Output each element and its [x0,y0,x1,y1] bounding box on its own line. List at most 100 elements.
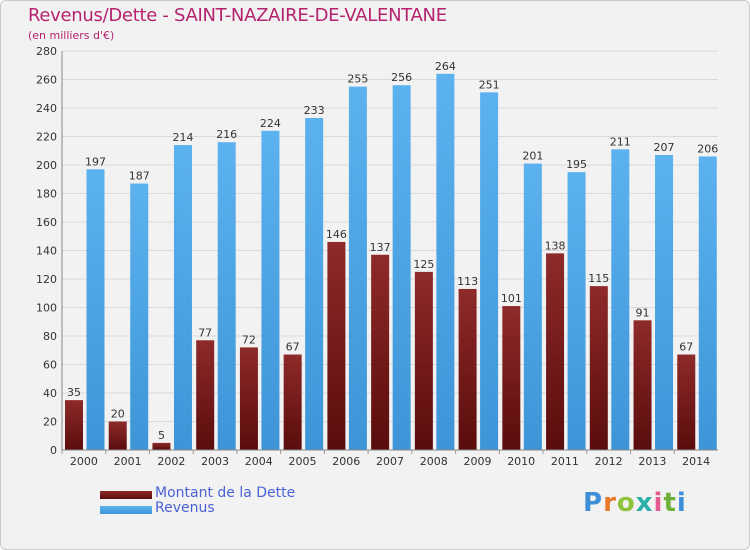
bar-revenus [392,85,411,450]
y-tick-label: 120 [36,273,57,286]
data-label-dette: 91 [636,306,650,319]
data-label-dette: 113 [457,275,478,288]
logo-letter: r [603,488,617,518]
bar-revenus [480,92,499,450]
proxiti-logo: Proxiti [583,488,687,518]
x-tick-label: 2003 [201,455,229,468]
bar-revenus [698,156,717,450]
bar-dette [108,421,127,450]
data-label-revenus: 255 [347,73,368,86]
bar-revenus [655,155,674,450]
y-tick-label: 260 [36,74,57,87]
legend-swatch-dette [100,491,152,499]
data-label-dette: 35 [67,386,81,399]
data-label-dette: 77 [198,326,212,339]
data-label-revenus: 256 [391,71,412,84]
bar-dette [152,442,171,450]
logo-letter: P [583,488,604,518]
bar-revenus [567,172,586,450]
legend-label-dette: Montant de la Dette [155,485,296,501]
data-label-revenus: 187 [129,170,150,183]
y-tick-label: 100 [36,302,57,315]
x-tick-label: 2009 [463,455,491,468]
data-label-dette: 101 [501,292,522,305]
bar-revenus [261,130,280,451]
logo-letter: i [676,488,687,518]
x-tick-label: 2012 [595,455,623,468]
bar-revenus [173,145,192,451]
x-tick-label: 2011 [551,455,579,468]
bar-revenus [305,117,324,450]
y-tick-label: 220 [36,131,57,144]
y-tick-label: 140 [36,245,57,258]
y-tick-label: 240 [36,102,57,115]
bar-revenus [436,73,455,451]
x-tick-label: 2013 [638,455,666,468]
data-label-revenus: 206 [697,142,718,155]
data-label-dette: 146 [326,228,347,241]
bar-dette [239,347,258,450]
x-tick-label: 2010 [507,455,535,468]
bar-dette [327,241,346,450]
legend-label-revenus: Revenus [155,500,215,516]
data-label-dette: 5 [158,429,165,442]
x-tick-label: 2002 [157,455,185,468]
bar-dette [65,400,83,450]
x-tick-label: 2005 [289,455,317,468]
x-tick-label: 2004 [245,455,273,468]
bar-revenus [130,183,149,450]
data-label-revenus: 233 [304,104,325,117]
bar-dette [371,254,390,450]
bar-dette [546,253,565,450]
y-tick-label: 180 [36,188,57,201]
data-label-dette: 20 [111,408,125,421]
bar-revenus [348,86,367,450]
y-tick-label: 160 [36,216,57,229]
x-tick-label: 2001 [114,455,142,468]
data-label-revenus: 211 [610,135,631,148]
logo-letter: o [616,488,636,518]
data-label-dette: 115 [588,272,609,285]
bar-dette [283,354,302,450]
bar-dette [633,320,652,450]
data-label-revenus: 216 [216,128,237,141]
data-label-revenus: 201 [522,150,543,163]
data-label-dette: 72 [242,333,256,346]
data-label-revenus: 224 [260,117,281,130]
bar-dette [677,354,696,450]
y-tick-label: 60 [43,359,57,372]
data-label-revenus: 214 [172,131,193,144]
bar-dette [458,288,477,450]
data-label-revenus: 251 [479,78,500,91]
bar-dette [502,306,521,450]
x-tick-label: 2006 [332,455,360,468]
y-tick-label: 20 [43,416,57,429]
data-label-dette: 137 [370,241,391,254]
legend-swatch-revenus [100,506,152,514]
logo-letter: t [663,488,677,518]
data-label-dette: 67 [286,341,300,354]
logo-letter: x [635,488,654,518]
data-label-dette: 67 [679,341,693,354]
bar-dette [589,286,608,450]
bar-dette [196,340,215,450]
y-tick-label: 40 [43,387,57,400]
chart-subtitle: (en milliers d'€) [28,29,115,42]
chart-title: Revenus/Dette - SAINT-NAZAIRE-DE-VALENTA… [28,5,447,26]
data-label-dette: 138 [545,239,566,252]
y-tick-label: 80 [43,330,57,343]
x-tick-label: 2000 [70,455,98,468]
logo-letter: i [653,488,664,518]
bar-revenus [86,169,105,450]
bar-dette [414,271,433,450]
x-tick-label: 2008 [420,455,448,468]
data-label-revenus: 197 [85,155,106,168]
y-tick-label: 0 [50,444,57,457]
data-label-revenus: 207 [654,141,675,154]
x-tick-label: 2014 [682,455,710,468]
bar-revenus [217,142,236,450]
data-label-dette: 125 [413,258,434,271]
bar-revenus [611,149,630,450]
data-label-revenus: 195 [566,158,587,171]
